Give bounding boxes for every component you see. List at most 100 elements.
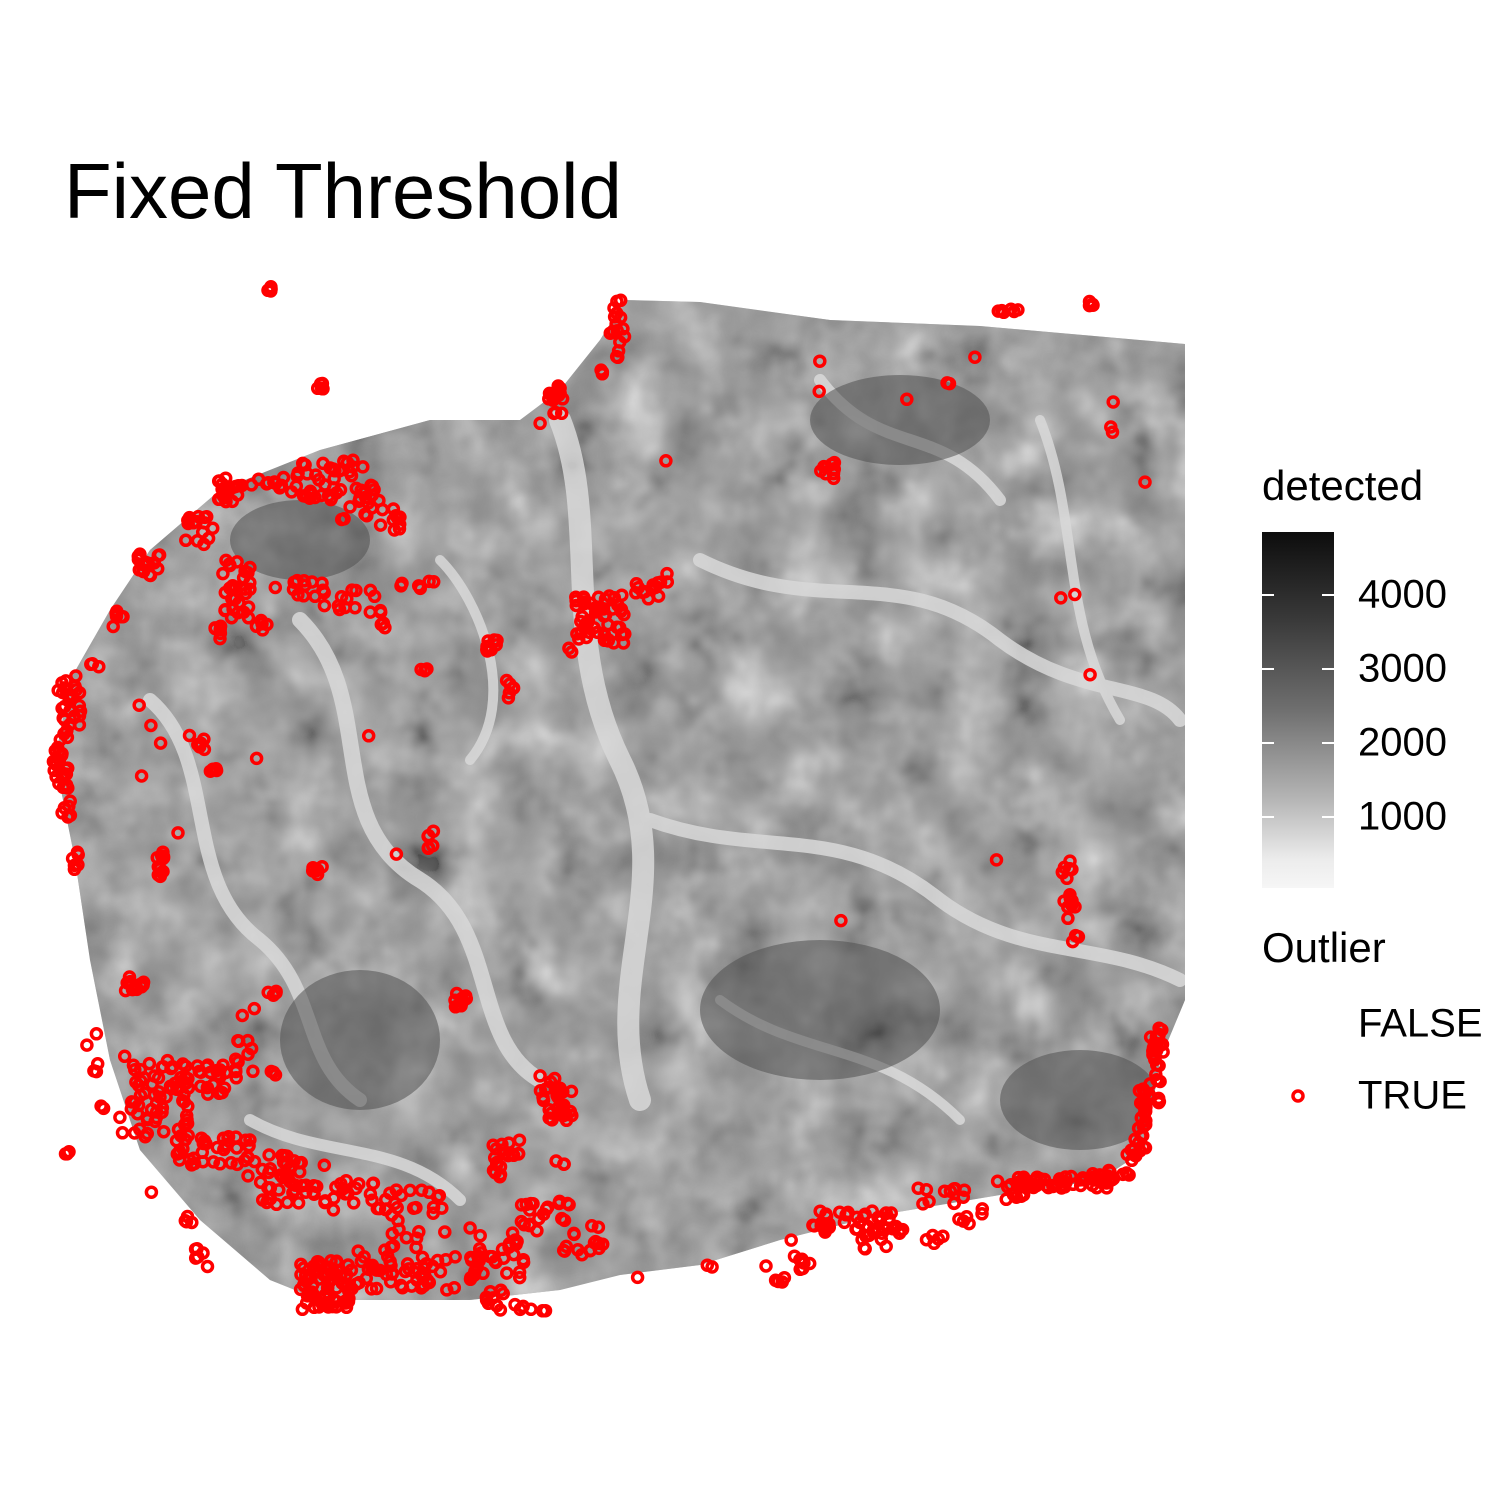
outlier-point bbox=[1131, 1136, 1146, 1150]
outlier-point bbox=[1151, 1091, 1166, 1106]
colorbar: 4000 3000 2000 1000 bbox=[1262, 532, 1447, 888]
outlier-point bbox=[1083, 667, 1097, 682]
outlier-point bbox=[1138, 475, 1152, 489]
outlier-point bbox=[182, 728, 197, 743]
outlier-point bbox=[51, 683, 65, 698]
outlier-point bbox=[213, 1157, 227, 1171]
outlier-point bbox=[319, 1267, 334, 1281]
outlier-point bbox=[223, 581, 237, 595]
outlier-point bbox=[865, 1214, 879, 1228]
outlier-point bbox=[180, 1209, 195, 1224]
outlier-point bbox=[109, 606, 123, 621]
outlier-point bbox=[309, 863, 324, 878]
outlier-point bbox=[206, 762, 220, 776]
outlier-point bbox=[165, 1081, 179, 1096]
outlier-point bbox=[543, 1075, 558, 1089]
outlier-point bbox=[1150, 1036, 1164, 1051]
outlier-point bbox=[198, 510, 212, 525]
outlier-point bbox=[94, 1099, 108, 1113]
outlier-point bbox=[238, 586, 253, 601]
outlier-point bbox=[485, 1250, 499, 1264]
outlier-point bbox=[241, 1047, 255, 1061]
outlier-point bbox=[1054, 1181, 1069, 1195]
tissue-spots bbox=[55, 300, 1185, 1300]
colorbar-tick-label: 1000 bbox=[1358, 794, 1447, 839]
outlier-point bbox=[857, 1241, 872, 1255]
outlier-point bbox=[134, 1074, 148, 1088]
outlier-point bbox=[59, 778, 74, 792]
outlier-point bbox=[340, 592, 354, 606]
outlier-point bbox=[316, 382, 330, 396]
outlier-point bbox=[409, 1240, 423, 1255]
outlier-point bbox=[156, 1124, 171, 1139]
outlier-point bbox=[596, 602, 611, 616]
outlier-point bbox=[127, 1126, 142, 1140]
outlier-points bbox=[46, 280, 1170, 1318]
outlier-point bbox=[516, 1252, 531, 1267]
outlier-point bbox=[243, 575, 257, 590]
outlier-point bbox=[255, 1193, 270, 1207]
outlier-point bbox=[193, 1079, 208, 1094]
outlier-point bbox=[940, 376, 954, 390]
outlier-point bbox=[132, 698, 146, 712]
outlier-point bbox=[317, 598, 332, 613]
outlier-point bbox=[349, 1181, 363, 1196]
colorbar-title: detected bbox=[1262, 462, 1424, 509]
outlier-point bbox=[268, 580, 283, 595]
outlier-point bbox=[218, 603, 233, 617]
outlier-point bbox=[55, 701, 69, 716]
outlier-point bbox=[217, 490, 232, 505]
outlier-point bbox=[228, 479, 243, 494]
outlier-point bbox=[493, 1167, 508, 1182]
outlier-point bbox=[455, 991, 469, 1006]
outlier-point bbox=[113, 1110, 127, 1125]
outlier-point bbox=[479, 1290, 494, 1304]
outlier-point bbox=[1122, 1168, 1136, 1182]
outlier-point bbox=[62, 692, 76, 706]
outlier-point bbox=[57, 727, 71, 741]
outlier-point bbox=[389, 847, 404, 861]
outlier-point bbox=[229, 1064, 243, 1079]
outlier-point bbox=[317, 585, 331, 600]
outlier-point bbox=[1037, 1172, 1052, 1187]
outlier-point bbox=[795, 1252, 809, 1267]
outlier-point bbox=[554, 406, 569, 421]
outlier-point bbox=[196, 1154, 210, 1169]
outlier-point bbox=[630, 1270, 645, 1285]
outlier-point bbox=[286, 582, 301, 597]
outlier-point bbox=[968, 350, 982, 364]
outlier-point bbox=[385, 1208, 399, 1222]
outlier-point bbox=[324, 1254, 338, 1268]
outlier-point bbox=[62, 1145, 76, 1159]
outlier-point bbox=[354, 483, 368, 497]
outlier-point bbox=[106, 619, 120, 634]
outlier-point bbox=[128, 1062, 142, 1077]
outlier-point bbox=[246, 1064, 260, 1079]
outlier-point bbox=[181, 1081, 196, 1095]
outlier-point bbox=[155, 1105, 169, 1119]
outlier-point bbox=[553, 386, 567, 400]
outlier-point bbox=[345, 1281, 359, 1296]
outlier-point bbox=[361, 729, 376, 743]
outlier-point bbox=[562, 641, 576, 656]
outlier-point bbox=[269, 986, 283, 1000]
outlier-point bbox=[613, 293, 628, 308]
outlier-point bbox=[231, 1034, 246, 1049]
outlier-point bbox=[343, 500, 357, 514]
outlier-point bbox=[48, 755, 63, 769]
outlier-point bbox=[200, 1259, 215, 1274]
outlier-point bbox=[814, 464, 828, 478]
outlier-point bbox=[473, 1228, 487, 1243]
outlier-point bbox=[522, 1203, 537, 1217]
outlier-point bbox=[420, 662, 434, 676]
outlier-point bbox=[378, 620, 392, 635]
outlier-point bbox=[956, 1190, 971, 1204]
outlier-point bbox=[57, 681, 72, 695]
outlier-point bbox=[447, 1280, 462, 1295]
outlier-legend-title: Outlier bbox=[1262, 924, 1386, 971]
outlier-point bbox=[244, 478, 259, 492]
outlier-point bbox=[172, 1146, 186, 1161]
outlier-point bbox=[1102, 1173, 1117, 1188]
outlier-point bbox=[1014, 1175, 1029, 1189]
